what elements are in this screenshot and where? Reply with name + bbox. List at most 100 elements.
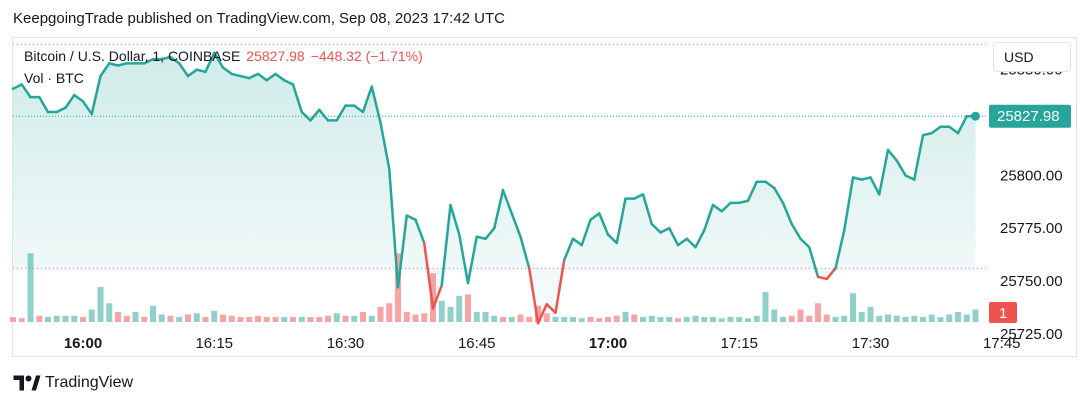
volume-bar bbox=[412, 314, 419, 322]
footer-brand[interactable]: TradingView bbox=[13, 374, 133, 392]
currency-button[interactable]: USD bbox=[993, 42, 1071, 72]
volume-bar bbox=[351, 315, 358, 322]
volume-bar bbox=[438, 300, 445, 322]
volume-bar bbox=[508, 317, 515, 322]
price-segment bbox=[869, 176, 881, 196]
tradingview-logo-icon bbox=[13, 375, 41, 391]
price-area-fill bbox=[13, 52, 976, 324]
price-segment bbox=[536, 303, 548, 325]
volume-bar bbox=[753, 315, 760, 322]
price-segment bbox=[633, 193, 645, 200]
publish-header: KeepgoingTrade published on TradingView.… bbox=[13, 10, 505, 27]
price-segment bbox=[64, 93, 76, 109]
volume-legend[interactable]: Vol · BTC bbox=[24, 70, 84, 86]
price-segment bbox=[11, 83, 23, 90]
volume-bar bbox=[185, 314, 191, 322]
price-segment bbox=[659, 226, 671, 234]
price-segment bbox=[843, 176, 855, 232]
volume-bar bbox=[97, 287, 104, 322]
price-segment bbox=[711, 203, 723, 213]
volume-bar bbox=[937, 317, 944, 322]
volume-bar bbox=[736, 317, 743, 322]
volume-bar bbox=[246, 317, 253, 322]
volume-bar bbox=[893, 315, 900, 322]
price-segment bbox=[580, 218, 592, 247]
volume-bar bbox=[587, 317, 594, 322]
price-segment bbox=[300, 110, 312, 122]
price-segment bbox=[309, 108, 321, 122]
price-segment bbox=[519, 235, 531, 270]
y-tick-label: 25800.00 bbox=[1000, 167, 1063, 184]
price-segment bbox=[834, 229, 846, 270]
chart-frame bbox=[12, 37, 1077, 357]
volume-bar bbox=[316, 317, 323, 322]
volume-bar bbox=[823, 314, 830, 322]
volume-bar bbox=[911, 315, 918, 322]
price-segment bbox=[160, 55, 172, 61]
volume-bar bbox=[815, 303, 821, 322]
volume-bar bbox=[727, 317, 734, 322]
price-segment bbox=[370, 85, 382, 124]
price-segment bbox=[353, 104, 365, 114]
price-segment bbox=[956, 114, 968, 135]
symbol-name[interactable]: Bitcoin / U.S. Dollar, 1, COINBASE bbox=[24, 48, 241, 64]
volume-bar bbox=[150, 305, 156, 322]
price-segment bbox=[799, 237, 811, 249]
price-segment bbox=[606, 233, 618, 245]
volume-bar bbox=[106, 303, 113, 322]
price-segment bbox=[90, 74, 102, 116]
price-segment bbox=[703, 203, 715, 232]
price-segment bbox=[878, 148, 890, 196]
price-segment bbox=[545, 303, 557, 314]
price-segment bbox=[563, 237, 575, 262]
price-segment bbox=[598, 212, 610, 236]
volume-bar bbox=[307, 317, 314, 322]
price-segment bbox=[528, 267, 540, 325]
volume-bar bbox=[946, 314, 953, 322]
price-segment bbox=[361, 85, 373, 114]
price-segment bbox=[239, 74, 251, 80]
price-segment bbox=[256, 72, 268, 82]
volume-badge: 1 bbox=[989, 302, 1017, 323]
volume-bar bbox=[368, 315, 375, 322]
price-segment bbox=[335, 104, 347, 122]
price-segment bbox=[283, 79, 295, 86]
volume-bar bbox=[858, 312, 865, 322]
volume-bar bbox=[543, 313, 550, 322]
price-segment bbox=[921, 131, 933, 137]
volume-bar bbox=[202, 317, 209, 322]
volume-bar bbox=[36, 315, 43, 322]
volume-bar bbox=[788, 315, 795, 322]
volume-bar bbox=[780, 317, 786, 322]
volume-bar bbox=[666, 317, 673, 322]
price-segment bbox=[764, 180, 776, 190]
volume-bar bbox=[386, 303, 393, 322]
price-segment bbox=[274, 72, 286, 82]
volume-bar bbox=[578, 318, 585, 322]
x-tick-label: 17:15 bbox=[720, 335, 758, 352]
price-segment bbox=[746, 180, 758, 202]
price-segment bbox=[20, 83, 32, 99]
price-segment bbox=[904, 174, 916, 181]
price-segment bbox=[81, 100, 93, 116]
volume-bar bbox=[526, 317, 533, 322]
price-segment bbox=[379, 121, 391, 171]
y-axis: 25850.0025825.0025800.0025775.0025750.00… bbox=[1000, 62, 1063, 343]
volume-bar bbox=[115, 312, 121, 322]
volume-bar bbox=[640, 317, 646, 322]
volume-bar bbox=[141, 317, 148, 322]
volume-bars bbox=[10, 253, 979, 322]
price-segment bbox=[501, 188, 513, 215]
volume-bar bbox=[167, 315, 174, 322]
price-segment bbox=[230, 72, 242, 78]
y-tick-label: 25775.00 bbox=[1000, 220, 1063, 237]
price-segment bbox=[99, 62, 111, 78]
x-tick-label: 17:45 bbox=[983, 335, 1021, 352]
volume-bar bbox=[710, 317, 716, 322]
brand-name: TradingView bbox=[45, 374, 134, 391]
volume-bar bbox=[955, 312, 961, 322]
price-segment bbox=[475, 235, 487, 241]
price-segment bbox=[116, 62, 128, 67]
volume-bar bbox=[570, 317, 576, 322]
